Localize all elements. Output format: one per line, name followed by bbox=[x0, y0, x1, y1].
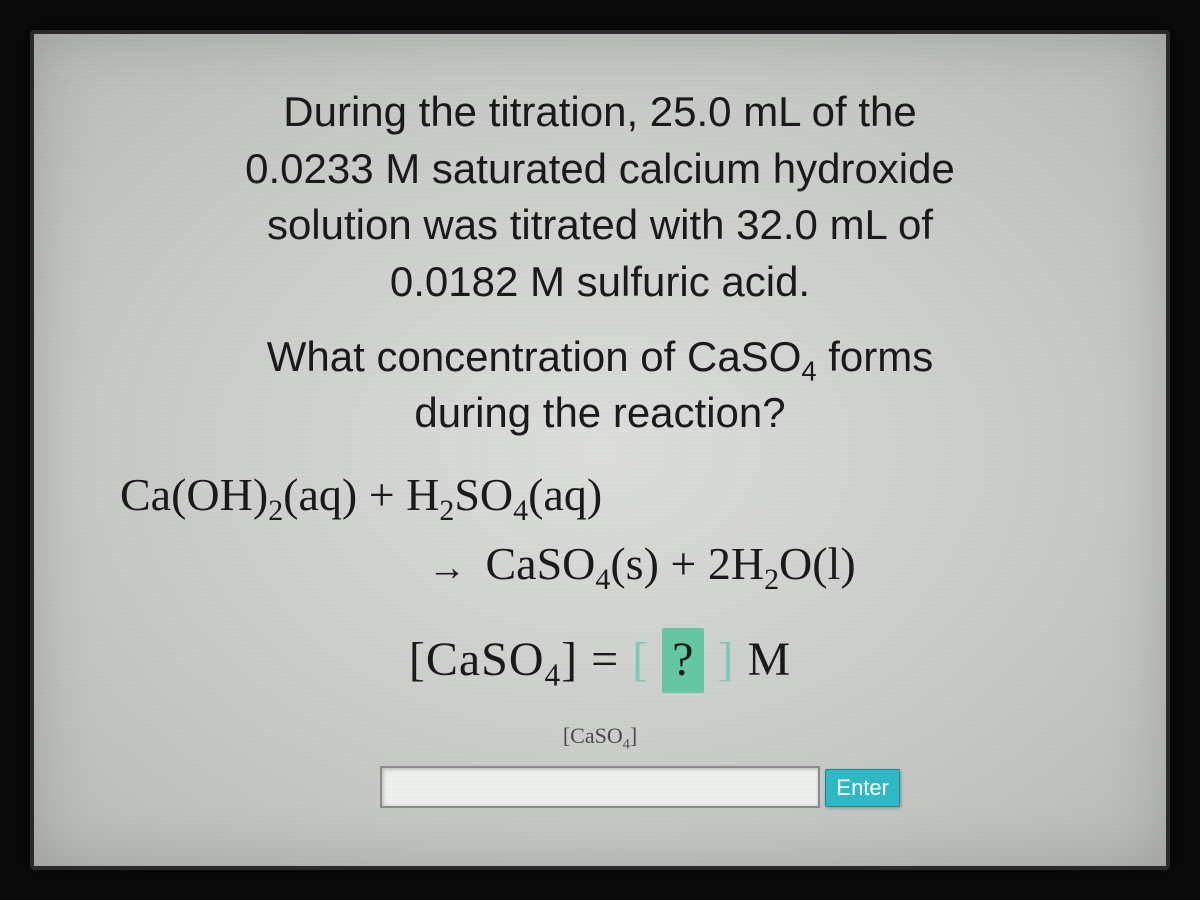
product-1: CaSO4(s) bbox=[486, 538, 659, 589]
answer-input[interactable] bbox=[380, 766, 820, 808]
input-label: [CaSO4] bbox=[320, 721, 880, 751]
problem-line-2: 0.0233 M saturated calcium hydroxide bbox=[245, 145, 955, 192]
problem-text: During the titration, 25.0 mL of the 0.0… bbox=[90, 84, 1110, 311]
problem-line-3: solution was titrated with 32.0 mL of bbox=[267, 201, 933, 248]
product-2: 2H2O(l) bbox=[708, 538, 856, 589]
answer-expression: [CaSO4] = [ ? ] M bbox=[74, 628, 1126, 693]
equation-reactants: Ca(OH)2(aq) + H2SO4(aq) bbox=[120, 460, 1080, 529]
answer-unit: M bbox=[734, 633, 791, 686]
answer-blank-open: [ bbox=[632, 633, 662, 686]
question-line-2: during the reaction? bbox=[414, 389, 785, 436]
answer-blank-close: ] bbox=[704, 633, 734, 686]
question-text: What concentration of CaSO4 forms during… bbox=[90, 329, 1110, 442]
question-sub: 4 bbox=[801, 355, 816, 386]
chemical-equation: Ca(OH)2(aq) + H2SO4(aq) → CaSO4(s) + 2H2… bbox=[120, 460, 1080, 598]
problem-line-4: 0.0182 M sulfuric acid. bbox=[390, 258, 810, 305]
reactant-1: Ca(OH)2(aq) bbox=[120, 469, 357, 520]
question-line-1b: forms bbox=[817, 333, 934, 380]
problem-line-1: During the titration, 25.0 mL of the bbox=[283, 88, 916, 135]
question-panel: During the titration, 25.0 mL of the 0.0… bbox=[30, 30, 1170, 870]
question-line-1a: What concentration of CaSO bbox=[267, 333, 802, 380]
answer-blank[interactable]: ? bbox=[662, 628, 704, 693]
content: During the titration, 25.0 mL of the 0.0… bbox=[74, 84, 1126, 809]
equation-products: → CaSO4(s) + 2H2O(l) bbox=[120, 529, 1080, 598]
reactant-2: H2SO4(aq) bbox=[406, 469, 602, 520]
input-area: [CaSO4] Enter bbox=[320, 721, 880, 809]
reaction-arrow-icon: → bbox=[420, 540, 474, 597]
enter-button[interactable]: Enter bbox=[825, 769, 900, 807]
